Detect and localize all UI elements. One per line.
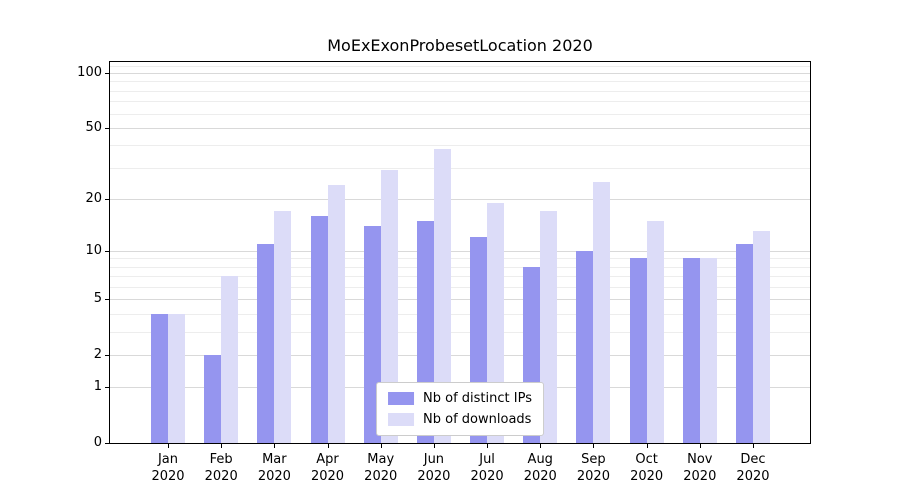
x-tick-mark bbox=[699, 444, 701, 448]
y-tick-mark bbox=[105, 127, 109, 129]
bar-distinct-ips-dec bbox=[735, 243, 753, 443]
minor-gridline bbox=[110, 167, 810, 169]
x-tick-mark bbox=[380, 444, 382, 448]
bar-downloads-oct bbox=[646, 220, 664, 443]
y-tick-mark bbox=[105, 387, 109, 389]
bar-downloads-dec bbox=[752, 231, 770, 443]
bar-downloads-jan bbox=[168, 314, 185, 443]
y-tick-label: 100 bbox=[77, 65, 102, 81]
bar-distinct-ips-feb bbox=[204, 354, 222, 443]
x-tick-mark bbox=[168, 444, 169, 448]
legend: Nb of distinct IPs Nb of downloads bbox=[376, 382, 544, 436]
y-tick-label: 10 bbox=[85, 242, 102, 258]
minor-gridline bbox=[110, 266, 810, 268]
x-tick-mark bbox=[593, 444, 595, 448]
legend-label-distinct-ips: Nb of distinct IPs bbox=[423, 391, 532, 406]
legend-swatch-downloads bbox=[388, 413, 415, 426]
minor-gridline bbox=[110, 287, 810, 289]
y-tick-label: 5 bbox=[93, 291, 102, 307]
minor-gridline bbox=[110, 81, 810, 83]
y-tick-label: 1 bbox=[93, 379, 102, 395]
major-gridline bbox=[110, 198, 810, 200]
major-gridline bbox=[110, 354, 810, 356]
y-tick-label: 2 bbox=[93, 346, 102, 362]
minor-gridline bbox=[110, 145, 810, 147]
x-tick-label: Jan 2020 bbox=[151, 452, 185, 484]
y-tick-mark bbox=[105, 443, 109, 444]
legend-swatch-distinct-ips bbox=[388, 392, 415, 405]
minor-gridline bbox=[110, 276, 810, 278]
x-tick-mark bbox=[433, 444, 435, 448]
x-tick-label: Oct 2020 bbox=[630, 452, 664, 484]
chart-title: MoExExonProbesetLocation 2020 bbox=[327, 36, 593, 55]
bar-distinct-ips-jan bbox=[151, 314, 168, 443]
x-tick-mark bbox=[274, 444, 276, 448]
minor-gridline bbox=[110, 101, 810, 103]
y-tick-label: 20 bbox=[85, 190, 102, 206]
minor-gridline bbox=[110, 65, 810, 67]
x-tick-label: Jul 2020 bbox=[470, 452, 504, 484]
x-tick-label: Dec 2020 bbox=[736, 452, 770, 484]
major-gridline bbox=[110, 250, 810, 252]
y-tick-mark bbox=[105, 250, 109, 252]
legend-item-downloads: Nb of downloads bbox=[388, 412, 532, 427]
y-tick-mark bbox=[105, 73, 109, 75]
y-tick-mark bbox=[105, 299, 109, 301]
bar-distinct-ips-nov bbox=[682, 258, 700, 443]
y-tick-label: 50 bbox=[85, 119, 102, 135]
minor-gridline bbox=[110, 258, 810, 260]
bar-downloads-jun bbox=[433, 149, 451, 443]
minor-gridline bbox=[110, 90, 810, 92]
x-tick-label: Jun 2020 bbox=[417, 452, 451, 484]
minor-gridline bbox=[110, 331, 810, 333]
plot-area: Nb of distinct IPs Nb of downloads bbox=[109, 61, 811, 444]
x-tick-label: Sep 2020 bbox=[576, 452, 610, 484]
x-tick-label: Nov 2020 bbox=[683, 452, 717, 484]
bar-distinct-ips-apr bbox=[310, 215, 328, 443]
x-tick-mark bbox=[646, 444, 648, 448]
bar-downloads-mar bbox=[274, 211, 292, 443]
bar-downloads-sep bbox=[593, 181, 611, 443]
legend-label-downloads: Nb of downloads bbox=[423, 412, 532, 427]
x-tick-label: Feb 2020 bbox=[204, 452, 238, 484]
minor-gridline bbox=[110, 113, 810, 115]
major-gridline bbox=[110, 73, 810, 75]
major-gridline bbox=[110, 127, 810, 129]
x-tick-mark bbox=[327, 444, 329, 448]
bar-distinct-ips-mar bbox=[257, 243, 275, 443]
x-tick-label: Aug 2020 bbox=[523, 452, 557, 484]
x-tick-label: May 2020 bbox=[364, 452, 398, 484]
bar-distinct-ips-oct bbox=[629, 258, 647, 443]
y-tick-mark bbox=[105, 354, 109, 356]
bar-downloads-feb bbox=[221, 276, 239, 443]
x-tick-label: Mar 2020 bbox=[257, 452, 291, 484]
bar-downloads-may bbox=[380, 170, 398, 443]
bar-downloads-apr bbox=[327, 185, 345, 443]
major-gridline bbox=[110, 299, 810, 301]
bar-distinct-ips-sep bbox=[576, 250, 594, 443]
y-tick-mark bbox=[105, 198, 109, 200]
x-tick-mark bbox=[221, 444, 223, 448]
bar-downloads-aug bbox=[540, 211, 558, 443]
x-tick-mark bbox=[540, 444, 542, 448]
x-tick-label: Apr 2020 bbox=[310, 452, 345, 484]
y-tick-label: 0 bbox=[93, 435, 102, 450]
minor-gridline bbox=[110, 314, 810, 315]
legend-item-distinct-ips: Nb of distinct IPs bbox=[388, 391, 532, 406]
x-tick-mark bbox=[752, 444, 754, 448]
bar-downloads-nov bbox=[699, 258, 717, 443]
x-tick-mark bbox=[487, 444, 489, 448]
